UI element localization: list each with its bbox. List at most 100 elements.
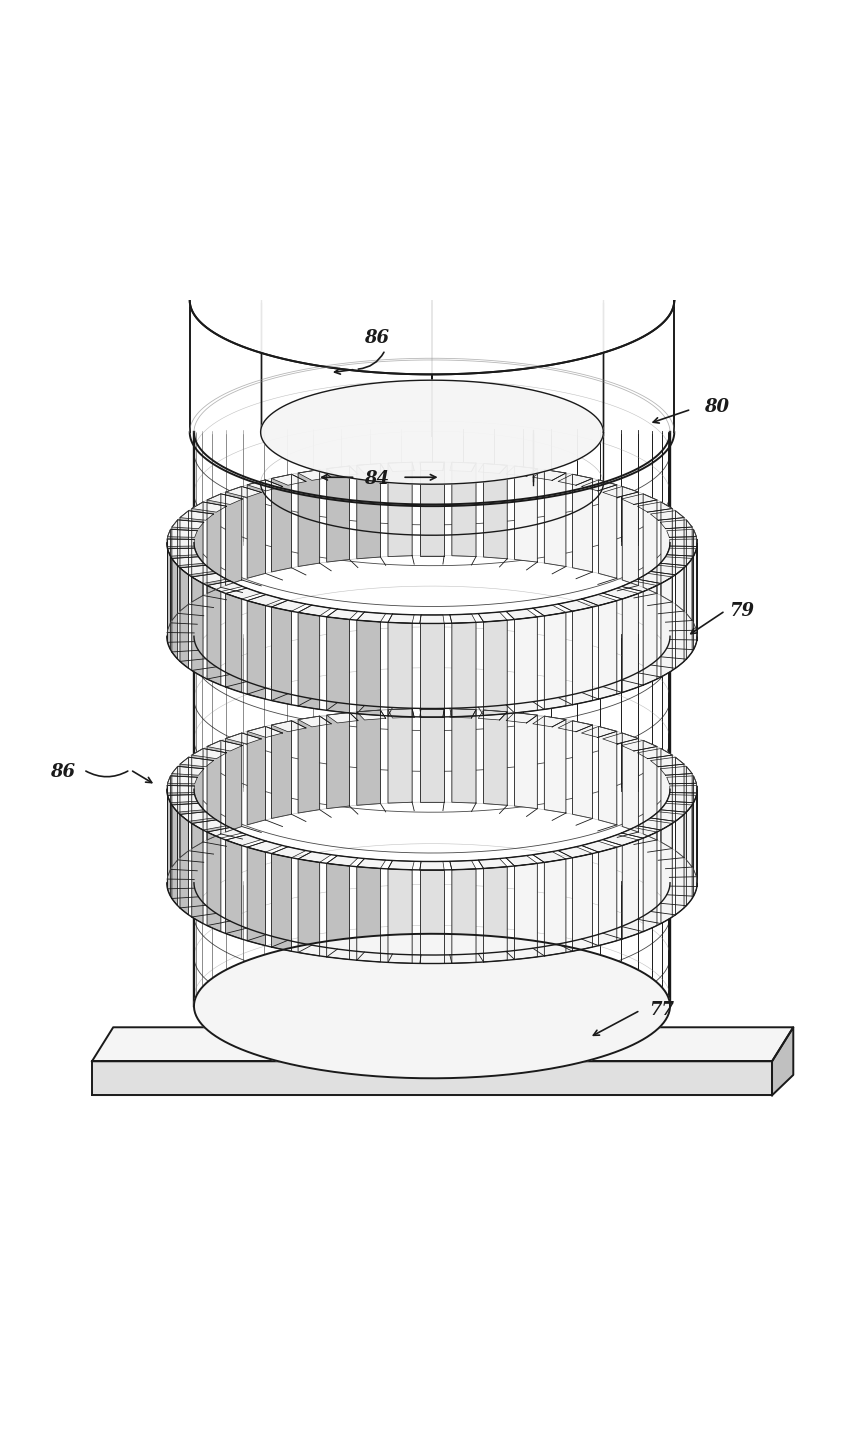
Polygon shape: [544, 612, 566, 710]
Polygon shape: [651, 757, 684, 766]
Polygon shape: [420, 871, 444, 963]
Polygon shape: [247, 727, 283, 737]
Polygon shape: [643, 831, 657, 932]
Polygon shape: [180, 567, 188, 669]
Polygon shape: [694, 548, 696, 650]
Polygon shape: [506, 712, 537, 723]
Polygon shape: [667, 776, 696, 784]
Polygon shape: [247, 480, 265, 579]
Polygon shape: [226, 486, 261, 498]
Polygon shape: [544, 859, 566, 956]
Polygon shape: [420, 862, 444, 871]
Polygon shape: [247, 480, 283, 490]
Polygon shape: [694, 795, 696, 897]
Polygon shape: [603, 834, 638, 846]
Polygon shape: [420, 624, 444, 717]
Polygon shape: [298, 859, 320, 956]
Polygon shape: [573, 474, 593, 572]
Polygon shape: [327, 617, 349, 712]
Polygon shape: [603, 733, 638, 744]
Polygon shape: [676, 757, 684, 858]
Polygon shape: [172, 559, 178, 659]
Polygon shape: [298, 852, 331, 862]
Polygon shape: [420, 461, 444, 556]
Polygon shape: [247, 847, 265, 946]
Polygon shape: [667, 548, 696, 556]
Polygon shape: [651, 811, 684, 821]
Text: 86: 86: [365, 329, 390, 347]
Polygon shape: [667, 795, 696, 802]
Polygon shape: [452, 869, 476, 963]
Polygon shape: [271, 474, 291, 572]
Polygon shape: [327, 863, 349, 959]
Polygon shape: [388, 463, 414, 472]
Polygon shape: [686, 805, 692, 905]
Polygon shape: [581, 842, 617, 852]
Polygon shape: [676, 511, 684, 611]
Polygon shape: [172, 805, 178, 905]
Polygon shape: [479, 612, 507, 622]
Polygon shape: [298, 470, 320, 566]
Polygon shape: [599, 480, 617, 579]
Polygon shape: [479, 859, 507, 869]
Polygon shape: [388, 622, 412, 717]
Polygon shape: [686, 766, 692, 868]
Polygon shape: [621, 493, 657, 505]
Polygon shape: [676, 567, 684, 669]
Polygon shape: [450, 614, 476, 624]
Polygon shape: [327, 856, 358, 866]
Polygon shape: [207, 740, 243, 752]
Polygon shape: [622, 840, 638, 939]
Polygon shape: [192, 577, 203, 678]
Polygon shape: [226, 834, 261, 846]
Polygon shape: [581, 595, 617, 605]
Polygon shape: [271, 607, 291, 705]
Polygon shape: [450, 860, 476, 869]
Polygon shape: [271, 847, 306, 858]
Polygon shape: [271, 721, 306, 731]
Polygon shape: [192, 749, 226, 759]
Polygon shape: [420, 708, 444, 717]
Polygon shape: [261, 380, 603, 485]
Polygon shape: [621, 827, 657, 839]
Polygon shape: [660, 557, 692, 566]
Polygon shape: [670, 785, 697, 792]
Polygon shape: [168, 795, 197, 802]
Polygon shape: [533, 852, 566, 862]
Polygon shape: [357, 463, 385, 473]
Polygon shape: [484, 866, 507, 962]
Polygon shape: [638, 820, 672, 830]
Polygon shape: [207, 827, 243, 839]
Polygon shape: [298, 470, 331, 480]
Polygon shape: [452, 463, 476, 557]
Polygon shape: [694, 530, 696, 630]
Polygon shape: [484, 620, 507, 715]
Polygon shape: [388, 860, 414, 869]
Polygon shape: [643, 740, 657, 840]
Polygon shape: [479, 463, 507, 473]
Polygon shape: [194, 934, 670, 1078]
Polygon shape: [638, 573, 672, 583]
Polygon shape: [686, 559, 692, 659]
Polygon shape: [298, 612, 320, 710]
Polygon shape: [599, 727, 617, 824]
Polygon shape: [327, 712, 349, 808]
Polygon shape: [506, 466, 537, 476]
Polygon shape: [388, 708, 414, 718]
Polygon shape: [533, 605, 566, 615]
Polygon shape: [651, 566, 684, 575]
Polygon shape: [226, 593, 242, 692]
Polygon shape: [573, 607, 593, 705]
Polygon shape: [226, 733, 242, 831]
Polygon shape: [298, 717, 320, 813]
Polygon shape: [226, 733, 261, 744]
Polygon shape: [581, 727, 617, 737]
Polygon shape: [172, 557, 204, 566]
Polygon shape: [271, 721, 291, 818]
Polygon shape: [168, 530, 170, 630]
Polygon shape: [172, 766, 178, 868]
Polygon shape: [515, 466, 537, 562]
Polygon shape: [180, 566, 213, 575]
Polygon shape: [180, 511, 188, 611]
Polygon shape: [638, 749, 672, 759]
